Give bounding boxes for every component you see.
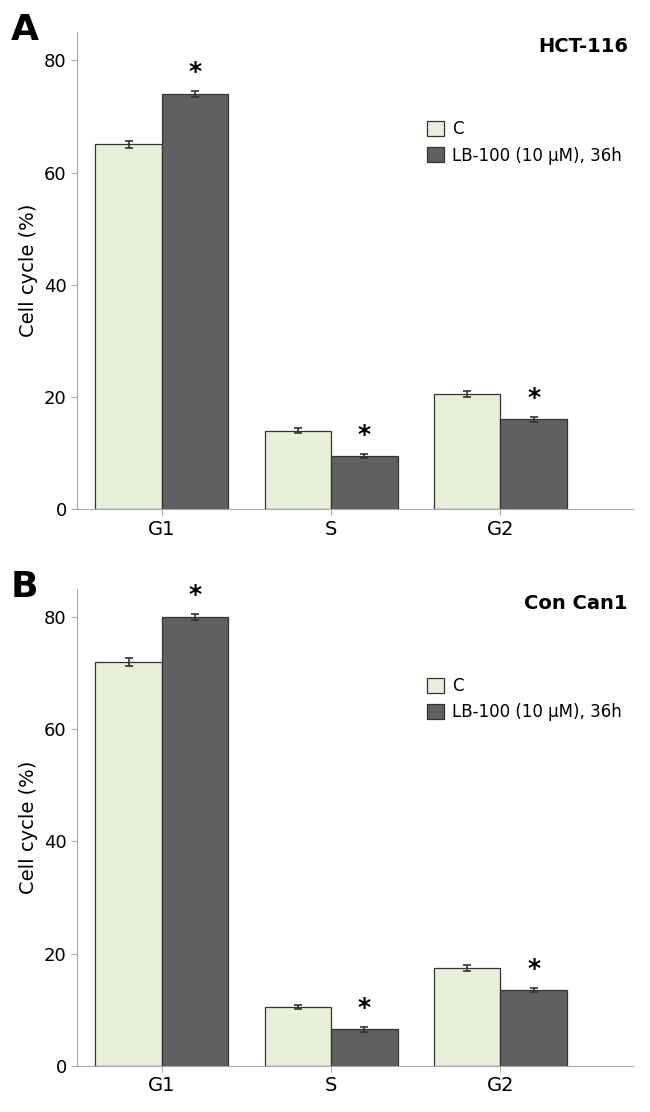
Text: *: * xyxy=(527,957,540,981)
Y-axis label: Cell cycle (%): Cell cycle (%) xyxy=(20,203,38,337)
Text: *: * xyxy=(358,423,371,447)
Y-axis label: Cell cycle (%): Cell cycle (%) xyxy=(20,761,38,894)
Bar xyxy=(331,456,398,509)
Bar xyxy=(265,1007,331,1066)
Bar xyxy=(96,145,162,509)
Text: *: * xyxy=(188,60,202,85)
Text: A: A xyxy=(10,13,38,47)
Bar xyxy=(265,430,331,509)
Text: *: * xyxy=(188,584,202,607)
Text: B: B xyxy=(10,569,38,604)
Text: HCT-116: HCT-116 xyxy=(538,37,628,56)
Bar xyxy=(96,662,162,1066)
Bar xyxy=(434,967,500,1066)
Text: *: * xyxy=(527,386,540,410)
Legend: C, LB-100 (10 μM), 36h: C, LB-100 (10 μM), 36h xyxy=(424,674,625,725)
Legend: C, LB-100 (10 μM), 36h: C, LB-100 (10 μM), 36h xyxy=(424,117,625,168)
Text: *: * xyxy=(358,996,371,1021)
Bar xyxy=(162,617,228,1066)
Bar xyxy=(434,394,500,509)
Bar xyxy=(331,1030,398,1066)
Bar xyxy=(500,419,567,509)
Bar xyxy=(500,990,567,1066)
Bar xyxy=(162,93,228,509)
Text: Con Can1: Con Can1 xyxy=(525,594,628,613)
